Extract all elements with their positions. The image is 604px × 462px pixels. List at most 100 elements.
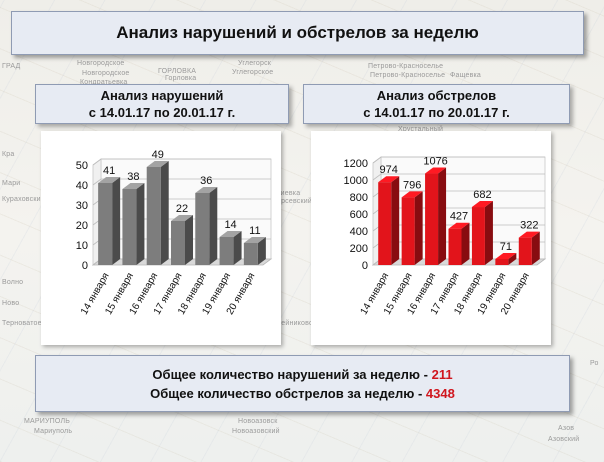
bar-top — [171, 215, 193, 221]
shelling-header: Анализ обстрелов с 14.01.17 по 20.01.17 … — [303, 84, 570, 124]
data-label: 11 — [249, 225, 260, 237]
bar-top — [146, 161, 169, 167]
shelling-header-period: с 14.01.17 по 20.01.17 г. — [363, 105, 510, 120]
bar-side — [136, 183, 145, 265]
bar-top — [195, 187, 218, 193]
bar-side — [531, 231, 540, 265]
map-label: Кураховский — [2, 196, 45, 203]
bar-top — [122, 183, 145, 189]
bar-side — [414, 191, 423, 265]
map-label: ГРАД — [2, 63, 21, 70]
bar-top — [401, 191, 423, 198]
bar-top — [425, 167, 447, 174]
bar-side — [484, 201, 493, 265]
y-tick-label: 200 — [350, 243, 368, 255]
map-label: Новоазовск — [238, 418, 278, 425]
data-label: 1076 — [423, 156, 447, 168]
bar-top — [471, 201, 493, 208]
gridline — [92, 158, 271, 166]
map-label: Фащевка — [450, 72, 482, 79]
violations-chart-panel: 0 10 20 30 40 50 41 14 января 38 15 января 49 16 ян… — [41, 131, 281, 345]
bar-top — [448, 222, 470, 229]
y-tick-label: 400 — [350, 226, 368, 238]
map-label: Новгородское — [77, 60, 125, 67]
bar-side — [185, 215, 193, 265]
data-label: 71 — [500, 241, 512, 253]
shelling-summary-label: Общее количество обстрелов за неделю - — [150, 385, 426, 401]
gridline — [372, 173, 545, 181]
shelling-total: 4348 — [425, 385, 455, 401]
bar — [219, 231, 242, 265]
map-label: Новгородское — [82, 70, 130, 77]
bar — [146, 161, 169, 265]
violations-header: Анализ нарушений с 14.01.17 по 20.01.17 … — [35, 84, 289, 124]
bar-front — [518, 237, 532, 265]
data-label: 41 — [103, 165, 115, 177]
bar-side — [233, 231, 242, 265]
bar-front — [448, 228, 462, 265]
map-label: Петрово-Красноселье — [368, 63, 444, 70]
map-label: Мариуполь — [34, 428, 73, 435]
y-tick-label: 20 — [76, 220, 88, 232]
bar-front — [171, 221, 185, 265]
bar-front — [195, 193, 210, 265]
y-tick-label: 1000 — [344, 175, 368, 187]
y-tick-label: 10 — [76, 240, 88, 252]
bar — [518, 231, 540, 265]
bar — [243, 237, 266, 265]
bar — [425, 167, 447, 265]
violations-summary: Общее количество нарушений за неделю - 2… — [152, 365, 452, 384]
violations-total: 211 — [431, 366, 453, 382]
shelling-chart-panel: 0 200 400 600 800 1000 1200 974 14 января 796 15 я… — [311, 131, 551, 345]
bar-side — [160, 161, 169, 265]
bar-front — [219, 237, 234, 265]
bar-top — [518, 231, 540, 238]
map-label: Мари — [2, 180, 21, 187]
map-label: Кондратьевка — [80, 79, 128, 86]
map-label: Ро — [590, 360, 599, 367]
bar-side — [112, 177, 121, 265]
shelling-summary: Общее количество обстрелов за неделю - 4… — [150, 384, 455, 403]
bar-side — [257, 237, 266, 265]
map-label: Новоазовский — [232, 428, 280, 435]
data-label: 22 — [176, 203, 188, 215]
y-tick-label: 800 — [350, 192, 368, 204]
bar-front — [122, 189, 137, 265]
map-label: Азов — [558, 425, 575, 432]
map-label: Петрово-Красноселье — [370, 72, 446, 79]
bar-front — [243, 243, 258, 265]
slide-title: Анализ нарушений и обстрелов за неделю — [11, 11, 584, 55]
bar-side — [461, 222, 470, 265]
bar — [448, 222, 470, 265]
bar-top — [495, 252, 517, 259]
bar-front — [425, 173, 439, 265]
summary-box: Общее количество нарушений за неделю - 2… — [35, 355, 570, 412]
bar — [171, 215, 193, 265]
bar-front — [98, 183, 113, 265]
data-label: 682 — [473, 189, 491, 201]
bar-front — [146, 167, 161, 265]
map-label: Углегорское — [232, 69, 274, 76]
bar — [98, 177, 121, 265]
bar-front — [378, 182, 392, 265]
bar — [122, 183, 145, 265]
bar-top — [219, 231, 242, 237]
bar — [378, 176, 400, 265]
map-label: Углегорск — [238, 60, 272, 67]
shelling-header-title: Анализ обстрелов — [376, 88, 497, 103]
bar — [401, 191, 423, 265]
bar-side — [508, 252, 517, 265]
bar-front — [471, 207, 485, 265]
data-label: 49 — [152, 149, 164, 161]
y-tick-label: 40 — [76, 180, 88, 192]
map-label: Кутейниково — [270, 320, 314, 327]
bar — [495, 252, 517, 265]
map-label: МАРИУПОЛЬ — [24, 418, 71, 425]
y-tick-label: 1200 — [344, 158, 368, 170]
bar-top — [98, 177, 121, 183]
y-tick-label: 600 — [350, 209, 368, 221]
map-label: Терноватое — [2, 320, 42, 327]
map-label: Кра — [2, 151, 15, 158]
